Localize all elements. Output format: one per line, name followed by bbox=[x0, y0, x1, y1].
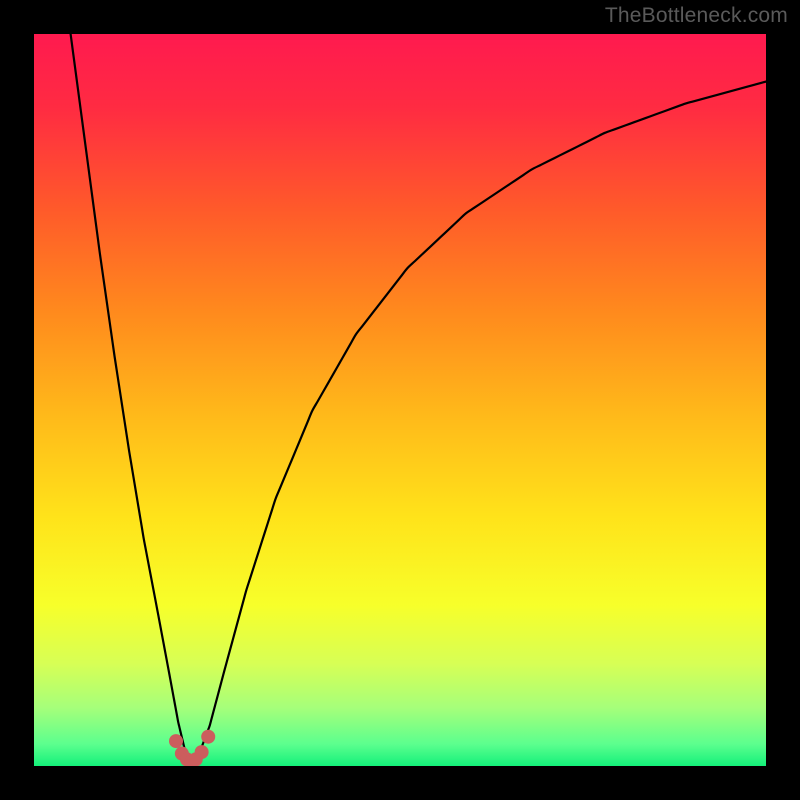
curve-path bbox=[71, 34, 766, 762]
watermark-text: TheBottleneck.com bbox=[605, 4, 788, 28]
bottleneck-curve bbox=[34, 34, 766, 766]
chart-container: { "watermark": { "text": "TheBottleneck.… bbox=[0, 0, 800, 800]
plot-area bbox=[34, 34, 766, 766]
marker-dot bbox=[169, 734, 183, 748]
marker-cluster bbox=[169, 730, 215, 766]
marker-dot bbox=[195, 745, 209, 759]
marker-dot bbox=[201, 730, 215, 744]
